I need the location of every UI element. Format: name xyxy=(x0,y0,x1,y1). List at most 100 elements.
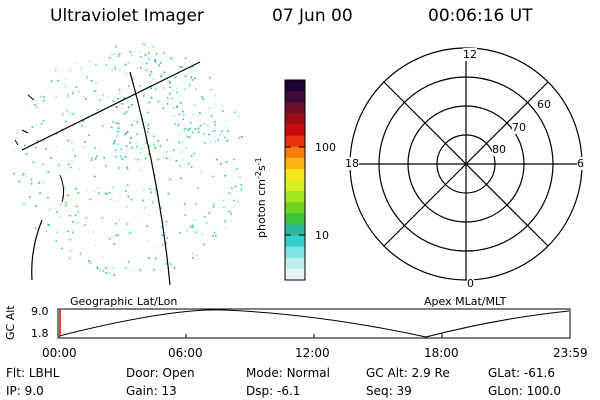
emission-pixel xyxy=(144,207,146,209)
emission-pixel xyxy=(184,88,186,91)
colorbar-scale xyxy=(285,80,305,281)
emission-pixel xyxy=(55,240,57,242)
ip-field: IP: 9.0 xyxy=(6,384,44,398)
emission-pixel xyxy=(197,187,199,190)
emission-pixel xyxy=(65,204,67,207)
emission-pixel xyxy=(148,214,150,216)
emission-pixel xyxy=(104,164,107,167)
emission-pixel xyxy=(67,95,70,98)
emission-pixel xyxy=(74,214,77,216)
emission-pixel xyxy=(157,100,160,103)
colorbar-tick-100: 100 xyxy=(315,141,336,154)
emission-pixel xyxy=(112,100,114,102)
emission-pixel xyxy=(169,57,172,60)
emission-pixel xyxy=(67,163,70,166)
emission-pixel xyxy=(184,75,187,78)
emission-pixel xyxy=(163,51,166,53)
emission-pixel xyxy=(129,50,132,53)
emission-pixel xyxy=(221,104,223,107)
emission-pixel xyxy=(90,157,93,159)
emission-pixel xyxy=(179,134,181,136)
emission-pixel xyxy=(124,133,126,136)
emission-pixel xyxy=(23,173,25,175)
emission-pixel xyxy=(233,206,236,208)
emission-pixel xyxy=(43,96,46,98)
emission-pixel xyxy=(199,124,202,127)
emission-pixel xyxy=(169,86,171,88)
emission-pixel xyxy=(177,124,180,127)
emission-pixel xyxy=(64,85,66,88)
date-label: 07 Jun 00 xyxy=(272,6,353,26)
lat-label-80: 80 xyxy=(492,143,506,156)
emission-pixel xyxy=(214,140,216,143)
emission-pixel xyxy=(77,222,79,224)
emission-pixel xyxy=(31,126,34,128)
emission-pixel xyxy=(99,149,102,152)
emission-pixel xyxy=(148,153,150,155)
emission-pixel xyxy=(47,224,49,226)
emission-pixel xyxy=(183,129,185,132)
emission-pixel xyxy=(75,62,78,64)
emission-pixel xyxy=(173,106,175,109)
emission-pixel xyxy=(23,202,25,205)
emission-pixel xyxy=(102,124,104,127)
emission-pixel xyxy=(70,166,72,169)
emission-pixel xyxy=(179,232,181,234)
emission-pixel xyxy=(93,175,96,178)
emission-pixel xyxy=(105,103,107,106)
emission-pixel xyxy=(73,178,76,180)
emission-pixel xyxy=(105,64,108,66)
emission-pixel xyxy=(130,137,132,139)
emission-pixel xyxy=(193,219,196,221)
door-field: Door: Open xyxy=(126,366,195,380)
emission-pixel xyxy=(223,136,226,139)
emission-pixel xyxy=(64,201,67,204)
emission-pixel xyxy=(30,183,33,185)
emission-pixel xyxy=(188,60,191,63)
emission-pixel xyxy=(153,268,155,271)
emission-pixel xyxy=(149,188,152,190)
emission-pixel xyxy=(116,130,119,133)
emission-pixel xyxy=(88,260,90,262)
emission-pixel xyxy=(94,157,97,160)
emission-pixel xyxy=(155,52,158,55)
emission-pixel xyxy=(177,131,180,133)
emission-pixel xyxy=(107,96,110,98)
emission-pixel xyxy=(150,71,152,73)
emission-pixel xyxy=(112,142,115,145)
emission-pixel xyxy=(196,115,199,117)
emission-pixel xyxy=(148,52,150,54)
emission-pixel xyxy=(214,121,216,123)
emission-pixel xyxy=(92,230,94,233)
emission-pixel xyxy=(197,127,200,130)
emission-pixel xyxy=(130,198,133,201)
emission-pixel xyxy=(165,242,167,244)
emission-pixel xyxy=(42,181,44,184)
emission-pixel xyxy=(34,104,36,106)
emission-pixel xyxy=(182,158,185,161)
emission-pixel xyxy=(197,229,199,231)
emission-pixel xyxy=(104,192,107,195)
emission-pixel xyxy=(84,224,86,226)
emission-pixel xyxy=(212,130,214,133)
emission-pixel xyxy=(136,145,138,148)
emission-pixel xyxy=(137,158,140,161)
emission-pixel xyxy=(68,257,71,260)
emission-pixel xyxy=(64,189,66,191)
emission-pixel xyxy=(225,161,228,163)
emission-pixel xyxy=(169,178,171,181)
emission-pixel xyxy=(39,192,41,194)
emission-pixel xyxy=(124,63,127,66)
emission-pixel xyxy=(128,85,130,87)
colorbar-cell xyxy=(285,224,305,237)
emission-pixel xyxy=(131,146,133,149)
emission-pixel xyxy=(129,270,132,272)
emission-pixel xyxy=(150,87,152,90)
emission-pixel xyxy=(203,243,205,246)
emission-pixel xyxy=(115,45,117,48)
colorbar-cell xyxy=(285,180,305,192)
emission-pixel xyxy=(36,161,39,163)
emission-pixel xyxy=(214,124,217,126)
emission-pixel xyxy=(137,119,139,121)
emission-pixel xyxy=(96,266,98,269)
